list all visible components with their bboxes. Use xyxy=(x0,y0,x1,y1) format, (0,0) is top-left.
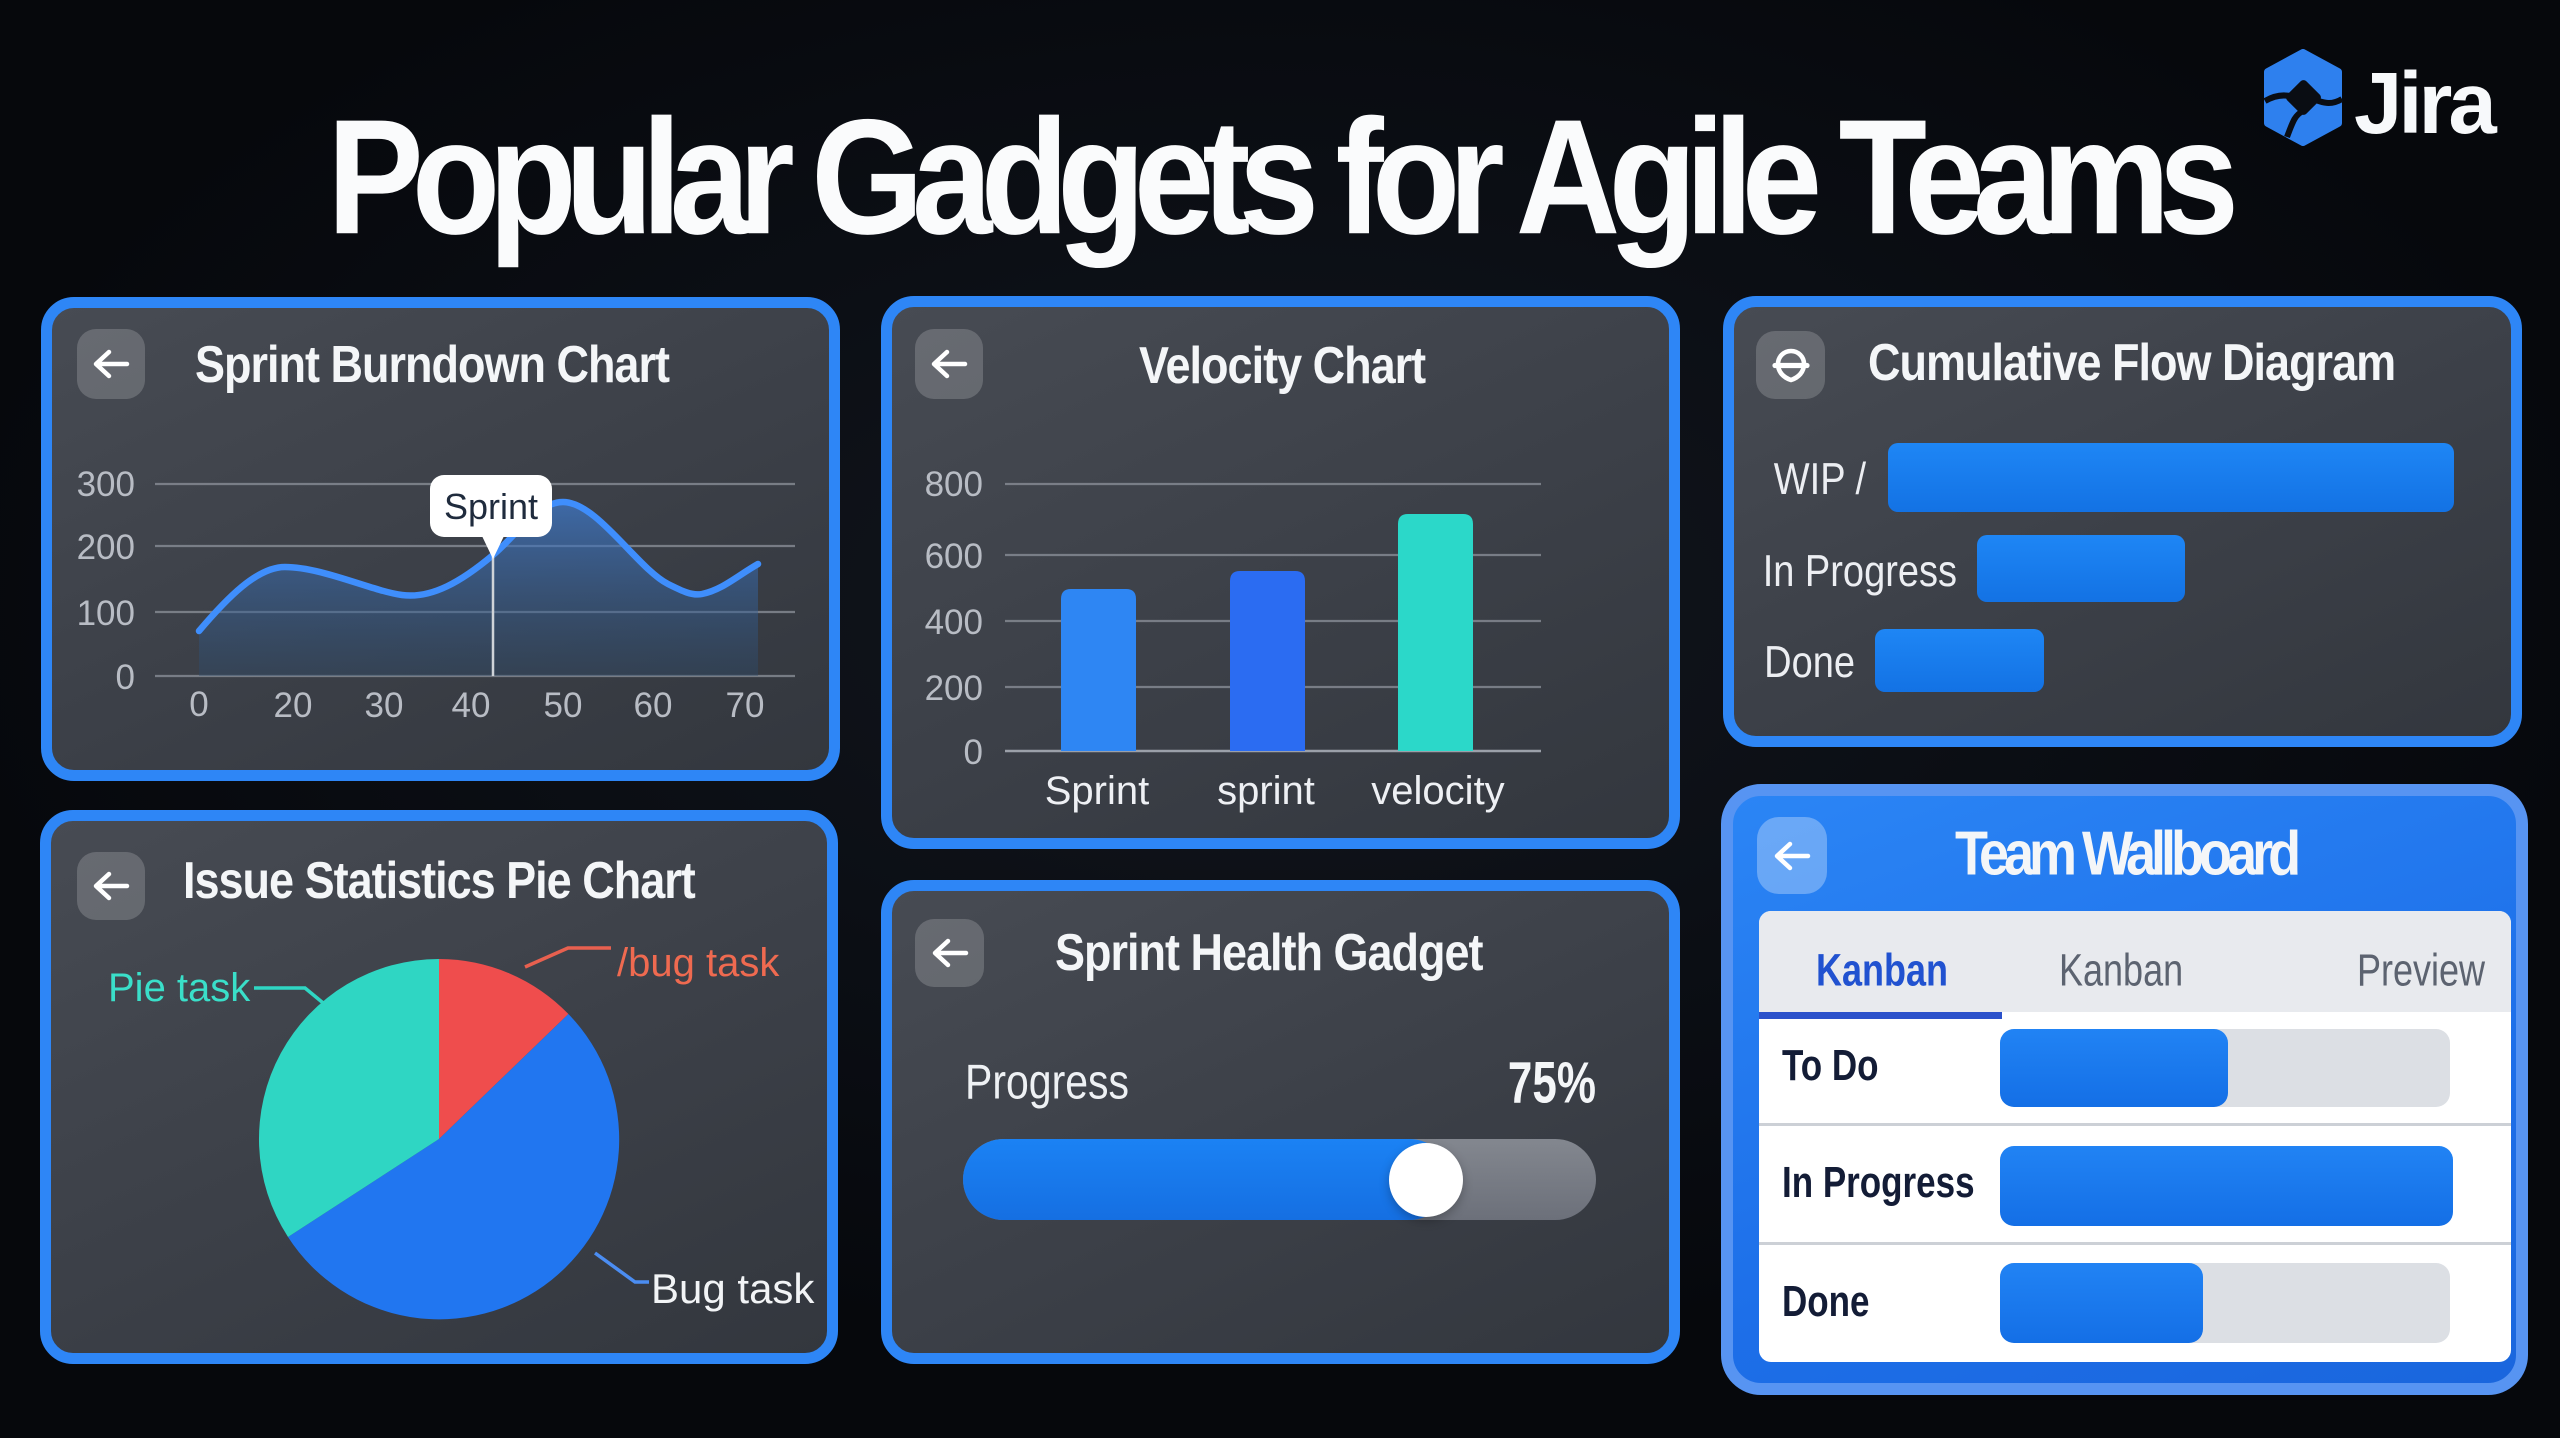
svg-text:0: 0 xyxy=(116,658,135,697)
svg-text:Sprint: Sprint xyxy=(1045,769,1150,813)
svg-text:Sprint: Sprint xyxy=(444,486,538,527)
svg-text:300: 300 xyxy=(77,465,135,504)
svg-text:800: 800 xyxy=(925,465,983,504)
svg-text:70: 70 xyxy=(726,686,765,725)
svg-text:200: 200 xyxy=(925,669,983,708)
svg-text:50: 50 xyxy=(544,686,583,725)
svg-text:60: 60 xyxy=(634,686,673,725)
svg-text:0: 0 xyxy=(964,733,983,772)
svg-text:Bug task: Bug task xyxy=(651,1265,815,1312)
svg-text:40: 40 xyxy=(452,686,491,725)
svg-text:/bug task: /bug task xyxy=(617,941,780,985)
svg-text:400: 400 xyxy=(925,603,983,642)
svg-text:0: 0 xyxy=(189,685,208,724)
svg-text:20: 20 xyxy=(274,686,313,725)
svg-text:Pie task: Pie task xyxy=(108,966,251,1010)
svg-text:600: 600 xyxy=(925,537,983,576)
svg-text:200: 200 xyxy=(77,528,135,567)
svg-text:velocity: velocity xyxy=(1371,769,1504,813)
svg-text:sprint: sprint xyxy=(1217,769,1315,813)
svg-text:100: 100 xyxy=(77,594,135,633)
svg-text:30: 30 xyxy=(365,686,404,725)
